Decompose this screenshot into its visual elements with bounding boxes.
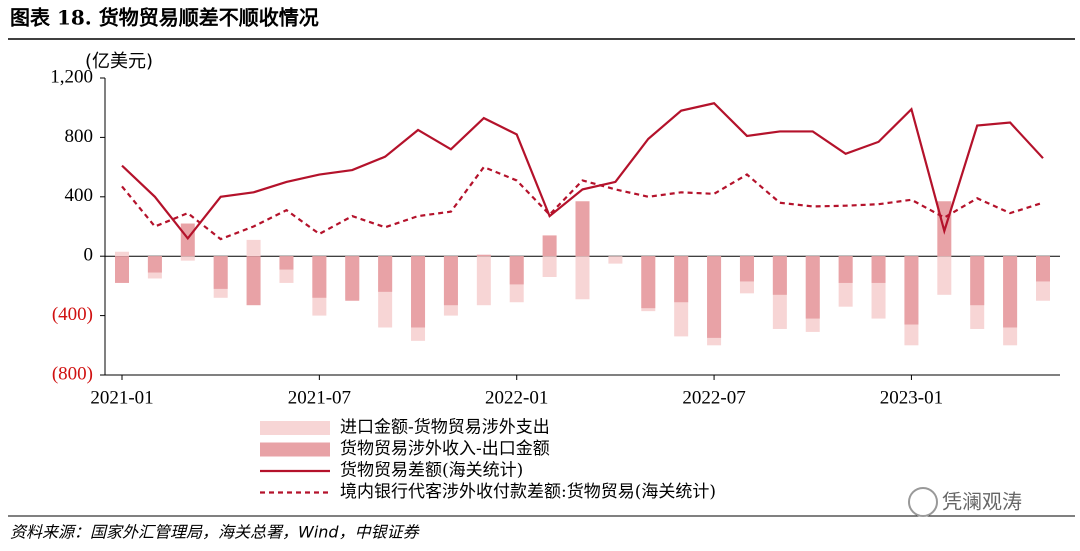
y-tick-label: 400 <box>65 185 94 206</box>
bar <box>542 256 557 277</box>
bar <box>805 256 820 319</box>
legend-label: 境内银行代客涉外收付款差额:货物贸易(海关统计) <box>340 482 716 502</box>
watermark: 凭澜观涛 <box>942 490 1022 514</box>
bar <box>838 256 853 283</box>
dashed-line <box>121 165 1044 241</box>
legend-label: 货物贸易涉外收入-出口金额 <box>340 439 550 459</box>
bar <box>476 256 491 306</box>
bar <box>411 256 426 328</box>
x-tick-label: 2022-07 <box>682 387 745 408</box>
bar <box>641 256 656 309</box>
y-tick-label: 0 <box>84 245 94 266</box>
y-tick-label: 1,200 <box>50 66 93 87</box>
y-tick-label: 800 <box>65 126 94 147</box>
line <box>121 102 1044 241</box>
legend-label: 进口金额-货物贸易涉外支出 <box>340 418 550 438</box>
x-tick-label: 2022-01 <box>485 387 548 408</box>
bar <box>542 235 557 257</box>
bar <box>772 256 787 295</box>
bar <box>970 256 985 306</box>
legend-swatch <box>260 421 330 435</box>
bar <box>180 256 195 261</box>
source: 资料来源：国家外汇管理局，海关总署，Wind，中银证券 <box>10 523 421 542</box>
unit-label: (亿美元) <box>85 51 153 72</box>
legend-swatch <box>260 442 330 457</box>
bar <box>246 239 261 257</box>
bar <box>476 254 491 257</box>
y-tick-label: (800) <box>52 363 93 384</box>
bar <box>213 256 228 289</box>
bar <box>115 251 129 257</box>
bar <box>279 256 294 270</box>
y-tick-label: (400) <box>52 304 93 325</box>
legend-label: 货物贸易差额(海关统计) <box>340 461 523 481</box>
bar <box>509 256 524 285</box>
bar <box>904 256 919 325</box>
bar <box>246 256 261 306</box>
bar <box>115 256 129 283</box>
x-tick-label: 2021-01 <box>90 387 153 408</box>
bar <box>707 256 722 338</box>
bar <box>937 256 952 295</box>
bar <box>1036 256 1050 282</box>
bar <box>674 256 689 303</box>
bar <box>575 256 590 300</box>
bar <box>147 256 162 273</box>
bar <box>345 256 360 301</box>
bar <box>739 256 754 282</box>
bar <box>871 256 886 283</box>
bar <box>312 256 327 298</box>
bar <box>443 256 458 306</box>
bar <box>1003 256 1018 328</box>
watermark-icon <box>908 487 938 517</box>
bar <box>608 256 623 264</box>
x-tick-label: 2023-01 <box>880 387 943 408</box>
x-tick-label: 2021-07 <box>288 387 351 408</box>
chart-title: 图表 18. 货物贸易顺差不顺收情况 <box>10 6 319 30</box>
bar <box>575 201 590 257</box>
bar <box>378 256 393 292</box>
